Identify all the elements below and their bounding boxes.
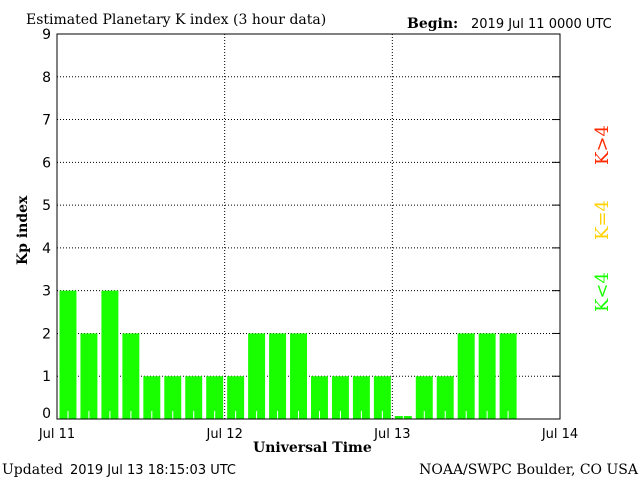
kp-bar	[80, 333, 98, 419]
plot-frame	[56, 33, 561, 420]
kp-bar	[478, 333, 496, 419]
y-axis-label: Kp index	[15, 195, 31, 265]
y-tick-label: 3	[42, 284, 51, 300]
kp-bar	[436, 376, 454, 419]
begin-label: Begin:	[407, 16, 458, 32]
kp-bar	[206, 376, 224, 419]
y-tick-label: 2	[42, 326, 51, 342]
kp-bar	[227, 376, 245, 419]
legend-k-equal-4: K=4	[592, 200, 613, 240]
kp-bar	[143, 376, 161, 419]
x-tick-label: Jul 13	[373, 427, 410, 442]
kp-bar	[457, 333, 475, 419]
updated-value: 2019 Jul 13 18:15:03 UTC	[70, 463, 236, 478]
begin-value: 2019 Jul 11 0000 UTC	[471, 17, 612, 32]
kp-bar	[352, 376, 370, 419]
kp-bar	[499, 333, 517, 419]
kp-bar	[331, 376, 349, 419]
x-tick-label: Jul 11	[38, 427, 75, 442]
y-tick-label: 5	[42, 198, 51, 214]
kp-bar	[269, 333, 287, 419]
kp-bar	[101, 290, 119, 419]
kp-bar	[185, 376, 203, 419]
y-tick-label: 0	[42, 406, 51, 422]
kp-bar	[290, 333, 307, 419]
legend-k-below-4: K<4	[592, 272, 613, 312]
updated-label: Updated	[2, 462, 63, 478]
y-tick-label: 6	[42, 155, 51, 171]
source-credit: NOAA/SWPC Boulder, CO USA	[419, 462, 639, 478]
y-tick-label: 4	[42, 241, 51, 257]
kp-bar	[164, 376, 182, 419]
kp-bar	[415, 376, 433, 419]
y-tick-label: 7	[42, 113, 51, 129]
kp-bar	[59, 290, 77, 419]
y-tick-label: 1	[42, 369, 51, 385]
kp-bar	[122, 333, 140, 419]
x-axis-label: Universal Time	[253, 440, 372, 456]
kp-bar	[311, 376, 328, 419]
chart-title: Estimated Planetary K index (3 hour data…	[26, 12, 326, 28]
x-tick-label: Jul 14	[541, 427, 578, 442]
kp-bar	[248, 333, 266, 419]
x-tick-label: Jul 12	[205, 427, 242, 442]
kp-bar	[373, 376, 391, 419]
y-tick-label: 9	[42, 27, 51, 43]
legend-k-above-4: K>4	[592, 125, 613, 165]
y-tick-label: 8	[42, 70, 51, 86]
